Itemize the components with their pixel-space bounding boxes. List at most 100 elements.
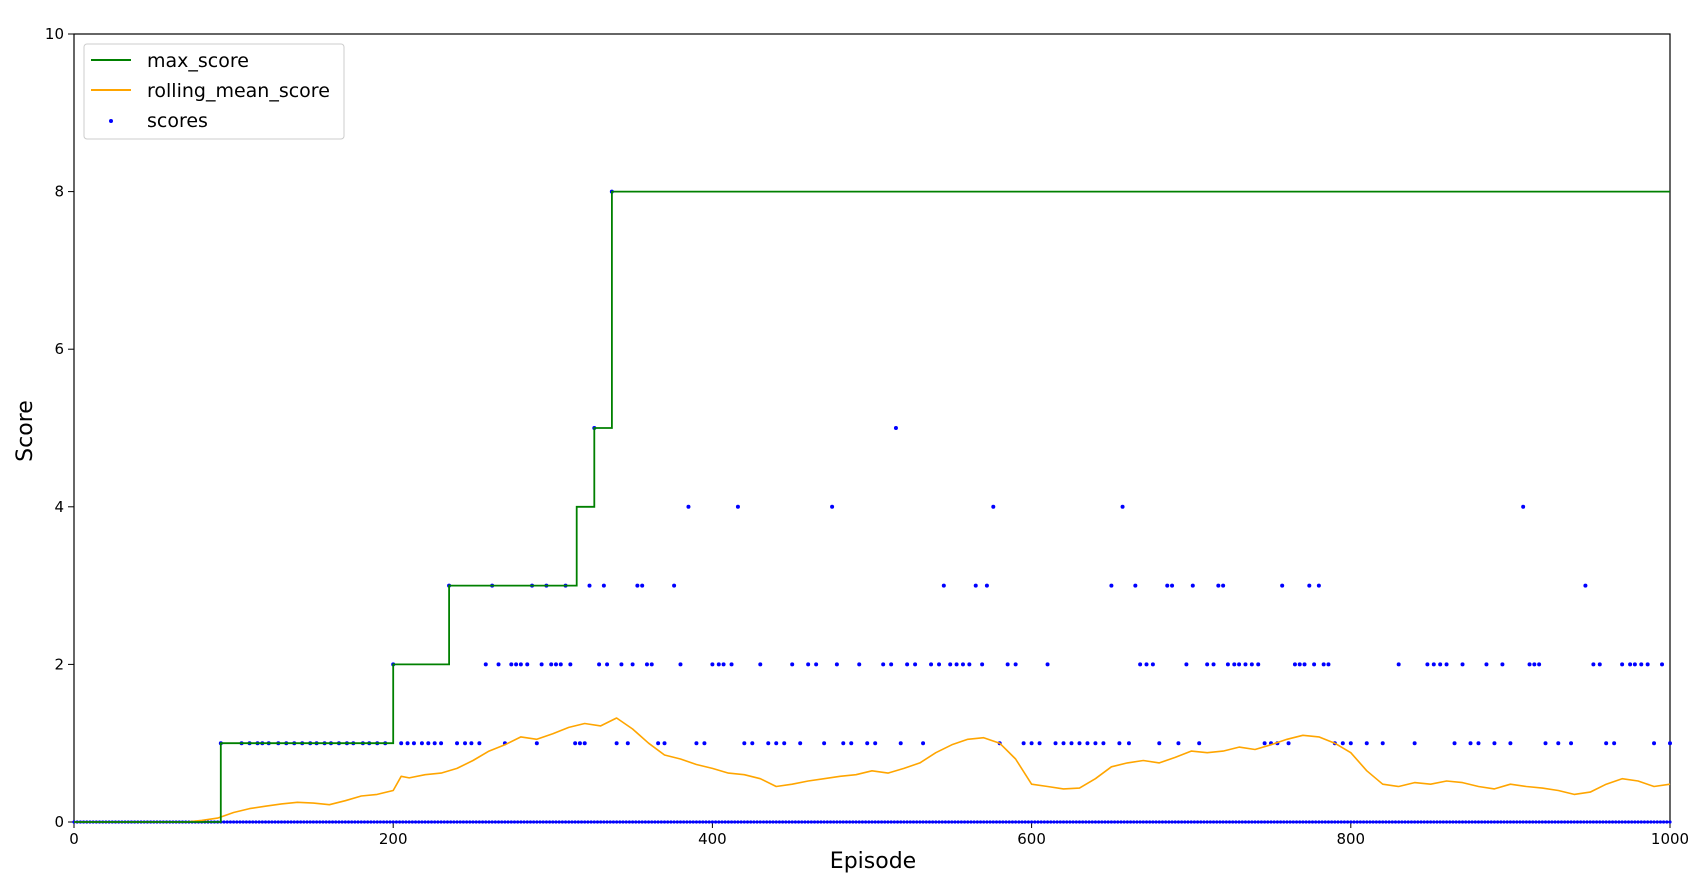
score-point [927, 820, 932, 824]
score-point [1211, 820, 1216, 824]
score-point [886, 820, 890, 824]
legend: max_score rolling_mean_score scores [83, 43, 345, 140]
score-point [324, 820, 328, 824]
score-point [1312, 662, 1317, 667]
score-point [283, 820, 287, 824]
score-point [950, 820, 954, 824]
score-point [1583, 583, 1588, 588]
score-point [1071, 820, 1075, 824]
score-point [570, 820, 574, 824]
score-point [1652, 741, 1657, 746]
score-point [1579, 820, 1583, 824]
score-point [426, 820, 430, 824]
score-point [889, 820, 893, 824]
score-point [463, 741, 468, 746]
score-point [1521, 820, 1525, 824]
score-point [898, 741, 903, 746]
score-point [1205, 820, 1209, 824]
score-point [1330, 820, 1334, 824]
x-tick-label: 200 [379, 830, 408, 848]
score-point [548, 820, 552, 824]
score-point [518, 662, 523, 667]
score-point [1393, 820, 1398, 824]
score-point [1505, 820, 1509, 824]
score-point [500, 820, 504, 824]
score-point [1639, 662, 1644, 667]
legend-max-score-label: max_score [147, 50, 249, 72]
score-point [716, 662, 721, 667]
score-point [1508, 741, 1513, 746]
score-point [222, 820, 226, 824]
score-point [1431, 662, 1436, 667]
score-point [998, 820, 1002, 824]
score-point [825, 820, 829, 824]
score-point [353, 820, 357, 824]
score-point [876, 820, 880, 824]
score-point [650, 820, 654, 824]
score-point [704, 820, 708, 824]
score-point [1452, 741, 1457, 746]
score-point [1566, 820, 1570, 824]
score-point [1190, 583, 1195, 588]
score-point [541, 820, 545, 824]
score-point [1005, 662, 1010, 667]
score-point [1500, 662, 1505, 667]
score-point [814, 662, 819, 667]
score-point [439, 741, 444, 746]
score-point [1275, 820, 1279, 824]
y-axis-title: Score [13, 400, 38, 462]
score-point [532, 820, 536, 824]
score-point [490, 820, 494, 824]
score-point [1361, 820, 1366, 824]
score-point [496, 662, 501, 667]
score-point [931, 820, 935, 824]
score-point [1352, 820, 1356, 824]
score-point [483, 662, 488, 667]
score-point [881, 662, 886, 667]
score-point [1247, 820, 1251, 824]
score-point [1563, 820, 1567, 824]
score-point [1259, 820, 1264, 824]
score-point [1527, 820, 1532, 824]
score-point [514, 662, 519, 667]
score-point [1534, 820, 1538, 824]
score-point [1243, 820, 1248, 824]
score-point [1441, 820, 1445, 824]
score-point [643, 820, 647, 824]
score-point [1626, 820, 1631, 824]
score-point [1556, 820, 1560, 824]
score-point [1502, 820, 1506, 824]
score-point [860, 820, 865, 824]
score-point [682, 820, 686, 824]
score-point [1326, 820, 1331, 824]
score-point [1524, 820, 1528, 824]
score-point [1598, 820, 1602, 824]
score-point [330, 820, 335, 824]
score-point [419, 741, 424, 746]
x-tick-label: 800 [1336, 830, 1365, 848]
score-point [1302, 662, 1307, 667]
score-point [905, 820, 909, 824]
score-point [1085, 741, 1090, 746]
score-point [534, 741, 539, 746]
score-point [873, 820, 877, 824]
score-point [1364, 741, 1369, 746]
score-point [1052, 820, 1056, 824]
score-point [940, 820, 944, 824]
score-point [1199, 820, 1203, 824]
score-point [592, 820, 596, 824]
score-point [921, 820, 925, 824]
score-point [1476, 741, 1481, 746]
score-point [411, 741, 416, 746]
max-score-line [74, 190, 1670, 823]
score-point [822, 741, 827, 746]
score-point [1617, 820, 1621, 824]
score-point [1117, 741, 1122, 746]
score-point [238, 820, 242, 824]
score-point [1208, 820, 1212, 824]
score-point [455, 820, 459, 824]
score-point [1138, 820, 1142, 824]
score-point [1184, 662, 1189, 667]
score-point [1157, 820, 1161, 824]
